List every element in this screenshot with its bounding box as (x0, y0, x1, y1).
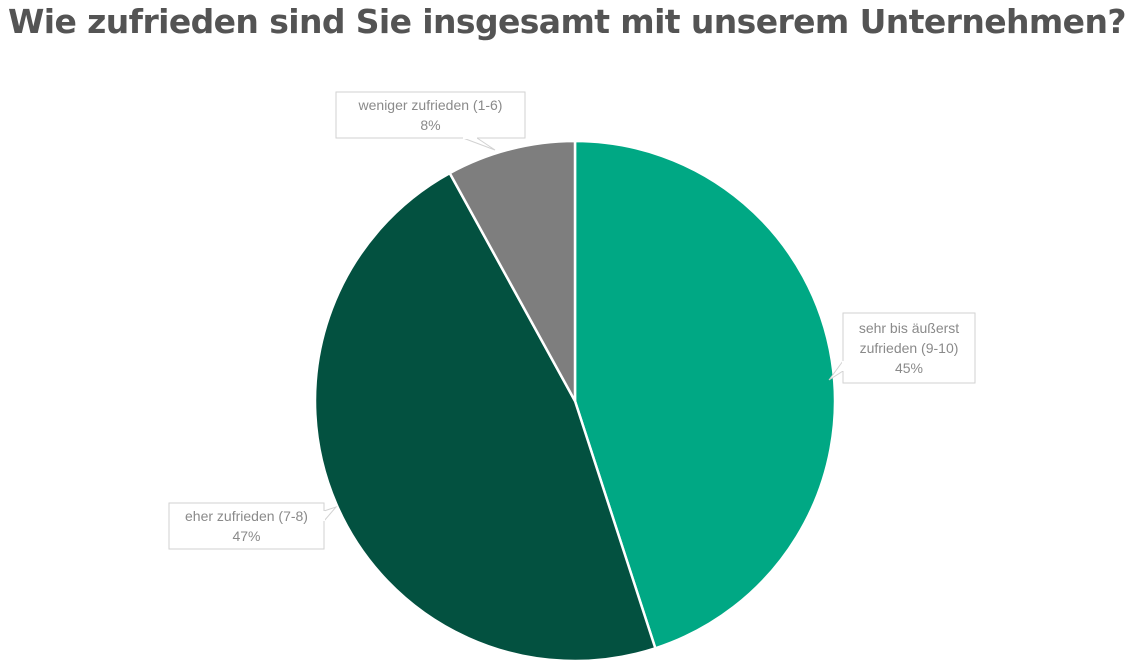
data-label-value: 8% (420, 117, 440, 133)
pie-slice-sehr-zufrieden (573, 139, 837, 650)
data-label-category: sehr bis äußerst (859, 320, 959, 336)
callout-box (168, 502, 325, 550)
data-label-category: weniger zufrieden (1-6) (358, 97, 503, 113)
callout-box (335, 91, 526, 139)
callout-weniger-zufrieden: weniger zufrieden (1-6) 8% (335, 91, 526, 151)
data-label-category: zufrieden (9-10) (860, 340, 959, 356)
pie-slice-weniger-zufrieden (448, 139, 577, 402)
chart-title: Wie zufrieden sind Sie insgesamt mit uns… (8, 2, 1127, 41)
callout-box (842, 312, 976, 384)
callout-eher-zufrieden: eher zufrieden (7-8) 47% (168, 502, 338, 550)
pie-slices (313, 139, 837, 663)
data-label-category: eher zufrieden (7-8) (185, 508, 308, 524)
data-label-value: 45% (895, 360, 923, 376)
callout-sehr-zufrieden: sehr bis äußerst zufrieden (9-10) 45% (828, 312, 976, 384)
data-callouts: sehr bis äußerst zufrieden (9-10) 45% eher … (168, 91, 976, 550)
callout-pointer (462, 137, 496, 151)
pie-slice-eher-zufrieden (313, 171, 657, 663)
callout-pointer (323, 505, 338, 523)
data-label-value: 47% (232, 528, 260, 544)
